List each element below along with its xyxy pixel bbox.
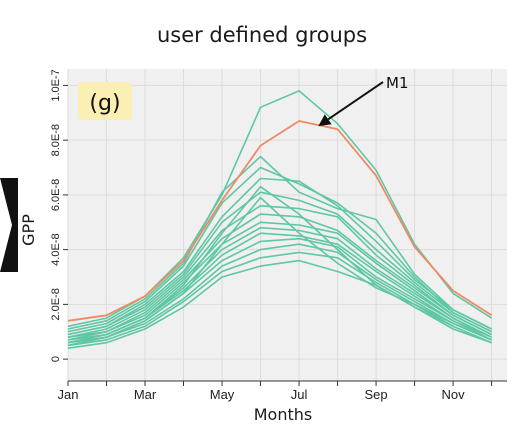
y-tick-label: 0 xyxy=(50,356,62,362)
y-axis-label: GPP xyxy=(19,214,38,246)
series-line-5 xyxy=(67,191,492,336)
annotation-arrow xyxy=(327,81,384,121)
x-tick-label: Jul xyxy=(291,387,308,402)
series-line-16 xyxy=(67,196,492,347)
series-line-3 xyxy=(67,166,492,333)
x-tick-label: Jan xyxy=(58,387,79,402)
annotation-label: M1 xyxy=(386,74,409,92)
y-tick-label: 1.0E-7 xyxy=(50,69,62,101)
x-tick-labels: Jan Mar May Jul Sep Nov xyxy=(58,381,493,402)
chevron-left-icon xyxy=(0,178,18,272)
series-line-4 xyxy=(67,177,492,336)
series-line-8 xyxy=(67,221,492,341)
panel-label-box: (g) xyxy=(78,82,132,120)
y-tick-label: 2.0E-8 xyxy=(50,288,62,320)
plot-area: 0 2.0E-8 4.0E-8 6.0E-8 8.0E-8 1.0E-7 Jan Mar Ma… xyxy=(50,69,507,402)
plot-background xyxy=(68,69,507,381)
series-line-6 xyxy=(67,205,492,338)
series-line-2 xyxy=(67,155,492,330)
y-tick-label: 6.0E-8 xyxy=(50,179,62,211)
x-tick-label: Sep xyxy=(364,387,387,402)
y-tick-label: 4.0E-8 xyxy=(50,233,62,265)
series-line-12 xyxy=(67,243,492,347)
x-tick-label: Mar xyxy=(134,387,157,402)
annotation-m1: M1 xyxy=(318,74,409,127)
y-tick-label: 8.0E-8 xyxy=(50,124,62,156)
x-tick-label: Nov xyxy=(442,387,466,402)
annotation-arrowhead xyxy=(318,114,332,127)
x-tick-label: May xyxy=(210,387,235,402)
highlight-series xyxy=(67,120,493,322)
x-axis-label: Months xyxy=(254,405,312,424)
chart-title: user defined groups xyxy=(157,23,367,47)
y-tick-labels: 0 2.0E-8 4.0E-8 6.0E-8 8.0E-8 1.0E-7 xyxy=(50,69,68,362)
series-lines xyxy=(67,90,493,349)
series-line-m1 xyxy=(67,120,493,322)
panel-label: (g) xyxy=(89,91,120,116)
series-line-15 xyxy=(67,185,492,344)
grid-lines xyxy=(67,69,507,381)
